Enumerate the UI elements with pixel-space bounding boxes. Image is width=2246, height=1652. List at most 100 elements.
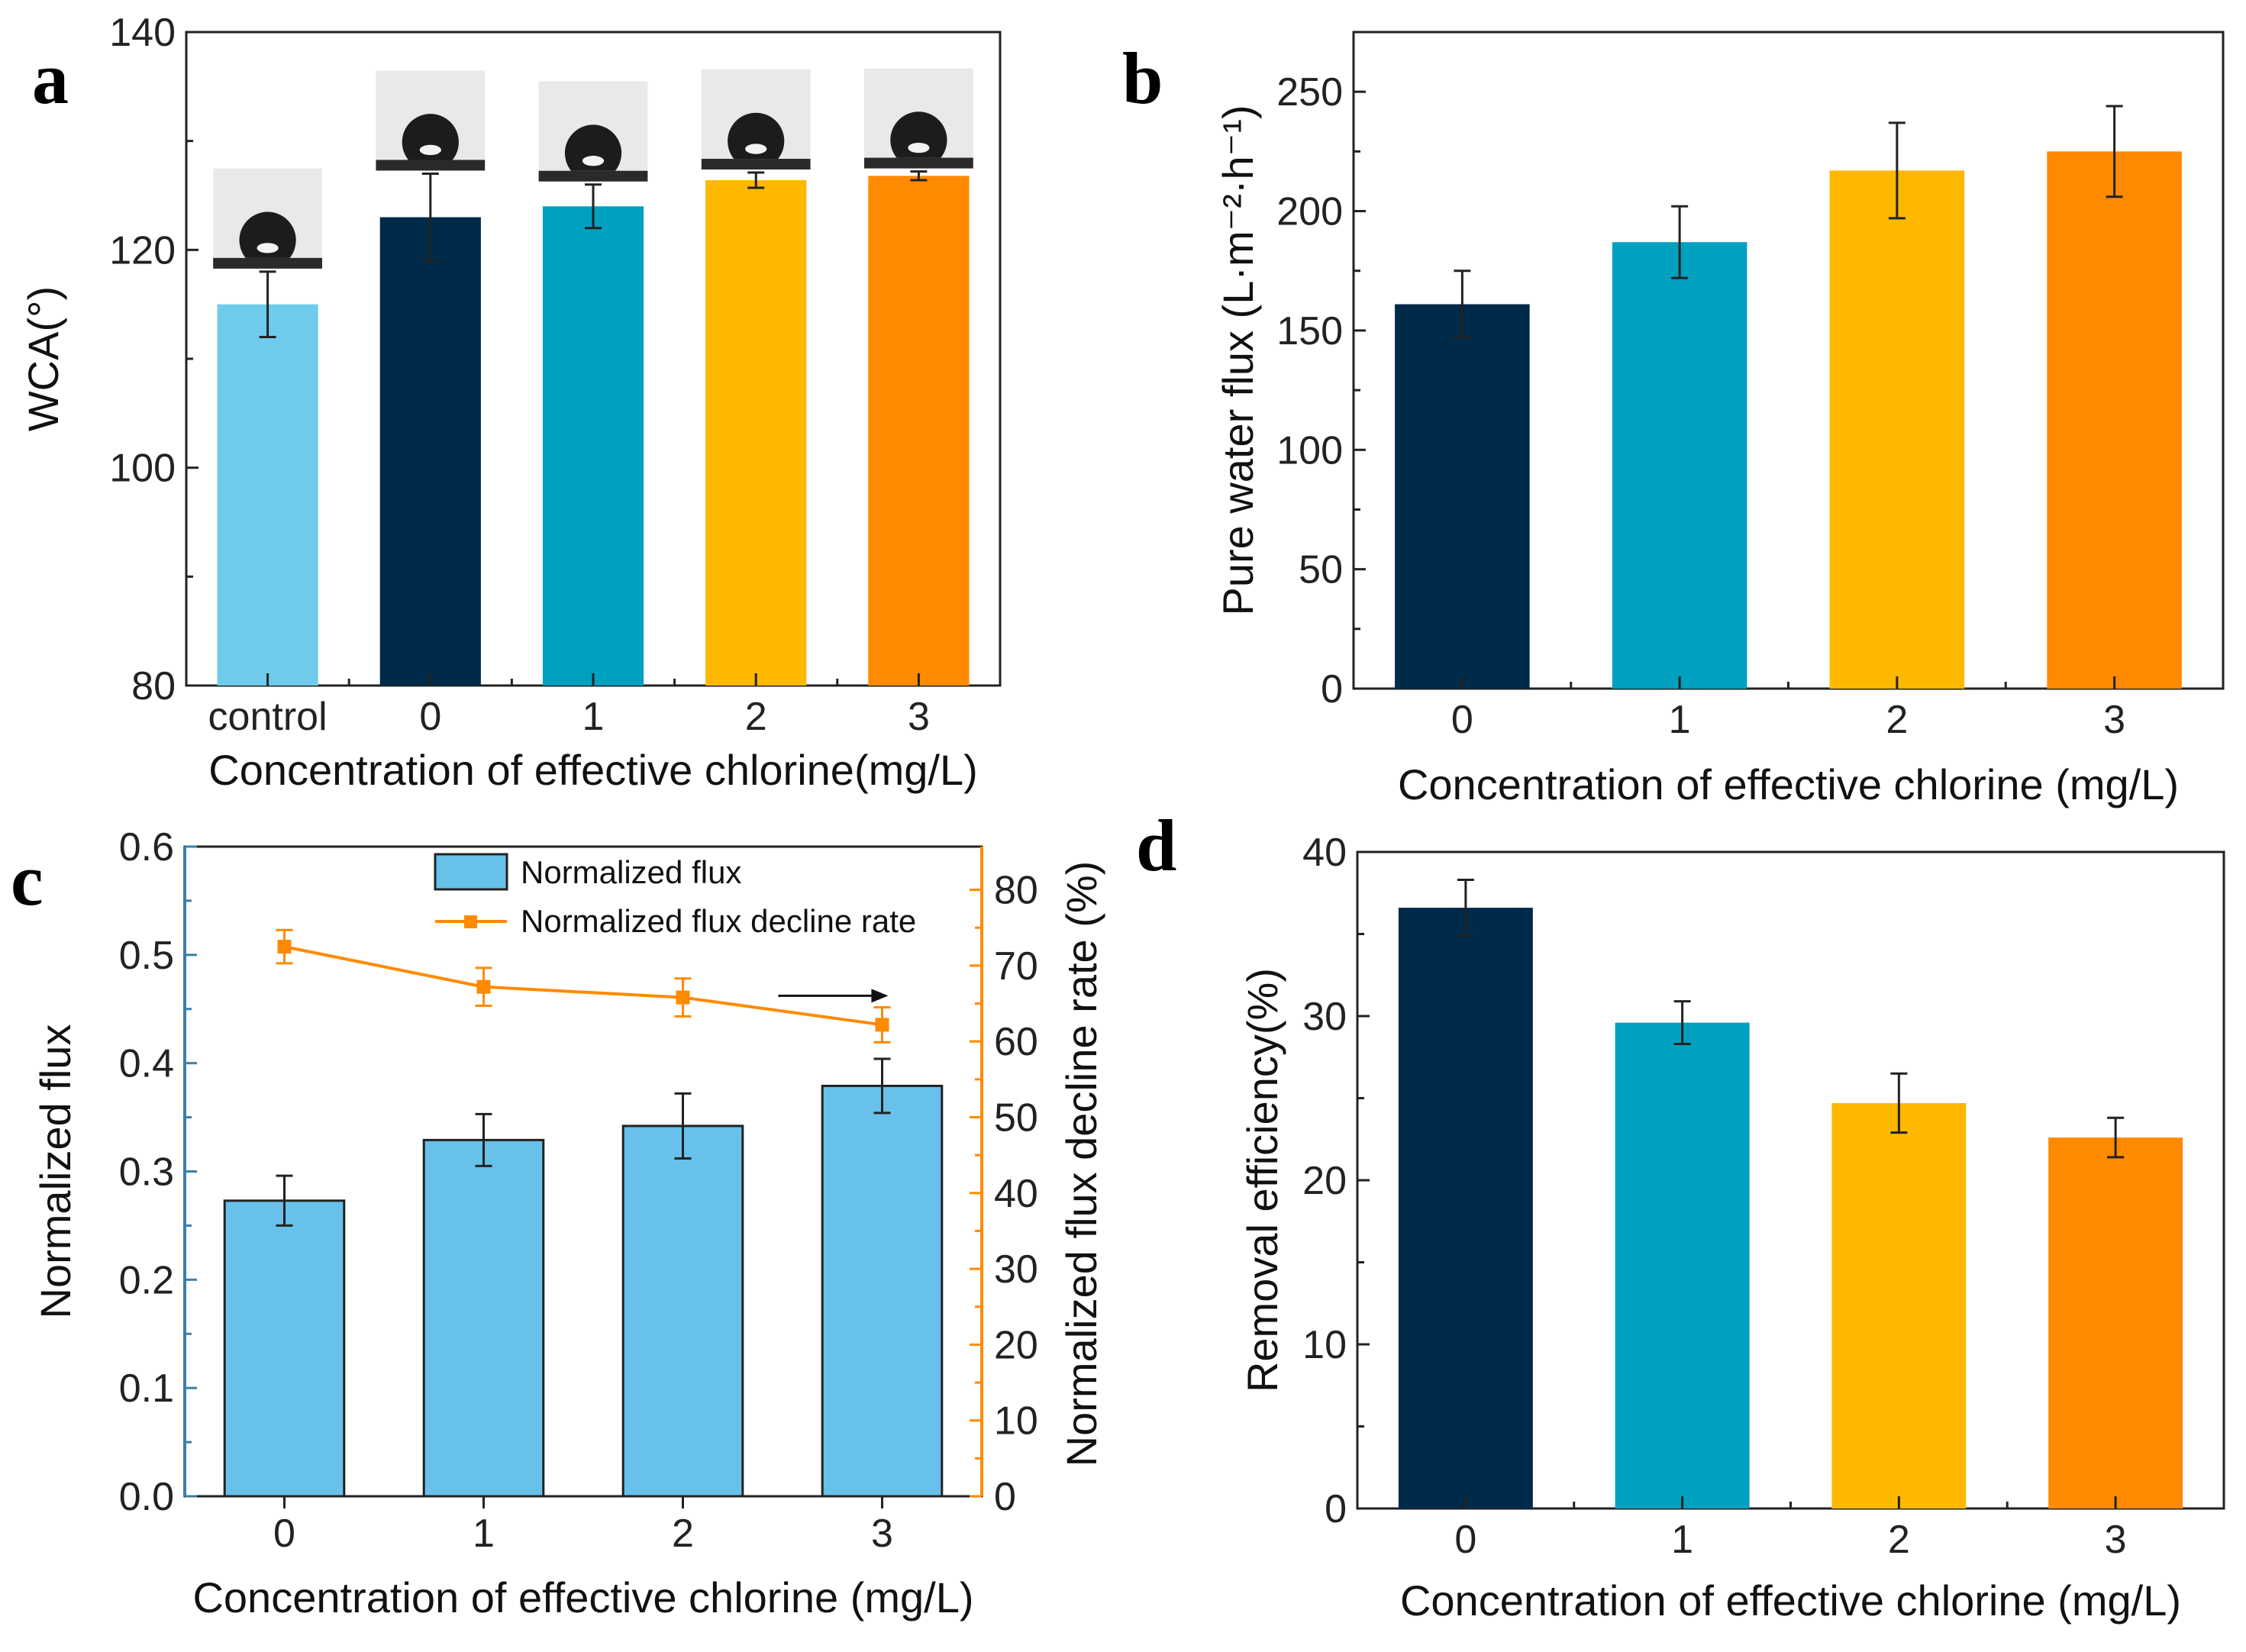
bar [1829, 170, 1965, 689]
bar-normalized-flux [422, 1138, 545, 1498]
bar [1612, 242, 1747, 689]
x-tick-label: control [208, 695, 328, 739]
y-tick-label: 0.2 [119, 1258, 174, 1302]
droplet-highlight [745, 144, 767, 154]
droplet-substrate [538, 170, 648, 182]
droplet-shape [239, 211, 296, 258]
y-tick-label: 150 [1276, 309, 1343, 353]
x-tick-label: 2 [672, 1512, 694, 1556]
x-tick-label: 0 [1454, 1518, 1476, 1562]
y-tick-label: 20 [1302, 1159, 1347, 1203]
y-tick-label: 0.0 [119, 1475, 174, 1519]
bar [2048, 1137, 2183, 1508]
bar [1615, 1022, 1750, 1508]
x-tick-label: 2 [1886, 698, 1908, 742]
bar [2047, 151, 2182, 689]
y-axis-title: Pure water flux (L·m⁻²·h⁻¹) [1214, 105, 1262, 616]
y-axis-title: Removal efficiency(%) [1238, 968, 1286, 1392]
y-tick-label: 0.4 [119, 1042, 174, 1086]
legend-label-decline-rate: Normalized flux decline rate [521, 903, 916, 939]
y-tick-label: 120 [109, 228, 176, 273]
droplet-shape [402, 114, 459, 160]
y2-tick-label: 70 [994, 944, 1038, 989]
x-tick-label: 3 [908, 695, 930, 739]
x-axis-title: Concentration of effective chlorine (mg/… [1398, 760, 2179, 808]
droplet-shape [728, 112, 785, 160]
y-tick-label: 0.5 [119, 934, 174, 978]
y2-tick-label: 40 [994, 1172, 1038, 1216]
x-tick-label: 1 [473, 1512, 495, 1556]
bar [1395, 304, 1530, 689]
y-tick-label: 10 [1302, 1323, 1347, 1367]
y-tick-label: 0.1 [119, 1366, 174, 1411]
chart-c-normalized-flux: 0.0 0.1 0.2 0.3 0.4 0.5 0.6 0 10 20 30 40 50 60 70 80 0 1… [31, 825, 1105, 1621]
x-tick-label: 1 [1671, 1518, 1693, 1562]
chart-a-wca: 80 100 120 140 control 0 1 2 3 Concentration of e… [19, 11, 1002, 794]
x-tick-label: 0 [419, 695, 441, 739]
y-tick-label: 80 [131, 664, 176, 708]
x-tick-label: 0 [273, 1512, 295, 1556]
legend-swatch-normalized-flux [434, 853, 508, 891]
droplet-substrate [701, 159, 811, 170]
bar-normalized-flux [621, 1124, 744, 1498]
bar [1831, 1102, 1967, 1508]
right-axis-arrow-head [871, 989, 889, 1003]
y-tick-label: 0.6 [119, 825, 174, 870]
panel-label-a: a [32, 37, 69, 119]
x-tick-label: 3 [2103, 698, 2125, 742]
y-tick-label: 0.3 [119, 1150, 174, 1195]
y-tick-label: 140 [109, 11, 176, 55]
x-tick-label: 3 [871, 1512, 893, 1556]
x-tick-label: 1 [582, 695, 605, 739]
x-axis-title: Concentration of effective chlorine (mg/… [192, 1573, 973, 1621]
chart-d-removal-efficiency: 0 10 20 30 40 0 1 2 3 Concentration of effective … [1238, 831, 2225, 1625]
y-axis-title: WCA(°) [19, 286, 67, 431]
droplet-substrate [376, 160, 486, 171]
point-decline-rate [476, 979, 491, 994]
chart-b-pure-water-flux: 0 50 100 150 200 250 0 1 2 3 Concentration of effe… [1214, 31, 2225, 808]
droplet-shape [890, 111, 947, 158]
y-tick-label: 30 [1302, 995, 1347, 1039]
y2-tick-label: 60 [994, 1020, 1038, 1064]
bar-normalized-flux [223, 1199, 346, 1498]
y2-tick-label: 80 [994, 869, 1038, 913]
bar-normalized-flux [821, 1084, 944, 1498]
y-tick-label: 200 [1276, 190, 1343, 234]
line-decline-rate [284, 945, 883, 1027]
droplet-highlight [582, 156, 605, 166]
x-tick-label: 0 [1451, 698, 1473, 742]
bar [217, 304, 318, 686]
droplet-highlight [419, 144, 441, 156]
legend-swatch-marker-decline-rate [464, 915, 477, 928]
panel-label-c: c [11, 839, 44, 921]
y2-tick-label: 30 [994, 1247, 1038, 1292]
x-tick-label: 2 [1888, 1518, 1910, 1562]
y2-tick-label: 20 [994, 1323, 1038, 1367]
droplet-substrate [864, 157, 973, 169]
x-tick-label: 1 [1669, 698, 1691, 742]
point-decline-rate [277, 940, 292, 954]
y-tick-label: 40 [1302, 831, 1347, 875]
bar [1398, 908, 1533, 1508]
y2-axis-title: Normalized flux decline rate (%) [1057, 861, 1105, 1467]
y-tick-label: 50 [1299, 548, 1343, 592]
point-decline-rate [676, 990, 690, 1005]
droplet-substrate [213, 257, 322, 269]
panel-label-b: b [1122, 37, 1163, 119]
y2-tick-label: 50 [994, 1096, 1038, 1141]
legend-label-normalized-flux: Normalized flux [521, 854, 741, 890]
y-tick-label: 100 [1276, 428, 1343, 473]
droplet-highlight [257, 243, 279, 253]
y-tick-label: 0 [1325, 1487, 1347, 1531]
y2-tick-label: 0 [994, 1475, 1016, 1519]
x-tick-label: 2 [745, 695, 767, 739]
bar [542, 206, 644, 686]
panel-label-d: d [1136, 805, 1176, 886]
y-tick-label: 250 [1276, 70, 1343, 115]
bar [868, 176, 970, 686]
x-axis-title: Concentration of effective chlorine(mg/L… [208, 746, 977, 794]
x-tick-label: 3 [2105, 1518, 2127, 1562]
droplet-highlight [908, 142, 930, 153]
x-axis-title: Concentration of effective chlorine (mg/… [1400, 1576, 2181, 1625]
